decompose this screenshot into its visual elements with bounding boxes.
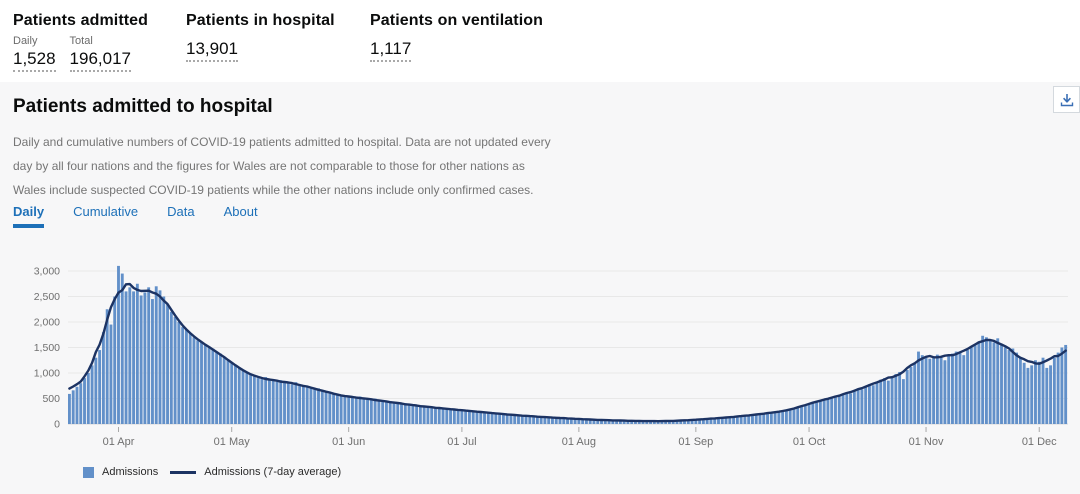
bar-swatch-icon bbox=[83, 466, 94, 478]
svg-text:2,500: 2,500 bbox=[34, 291, 60, 303]
svg-text:01 Dec: 01 Dec bbox=[1022, 436, 1057, 448]
tab-about[interactable]: About bbox=[223, 204, 258, 219]
metric-ventilation: 1,117 bbox=[370, 39, 543, 62]
line-swatch-icon bbox=[170, 470, 197, 474]
admissions-chart[interactable]: 0 500 1,000 1,500 2,000 2,500 3,000 01 Apr 01 Ma… bbox=[0, 246, 1080, 451]
tab-bar: Daily Cumulative Data About bbox=[13, 204, 258, 228]
metric-value: 1,117 bbox=[370, 39, 412, 62]
legend-item-admissions: Admissions bbox=[83, 466, 158, 478]
svg-text:01 Nov: 01 Nov bbox=[909, 436, 944, 448]
stat-title: Patients in hospital bbox=[186, 12, 335, 29]
stat-card-patients-on-ventilation: Patients on ventilation 1,117 bbox=[370, 12, 543, 62]
metric-value: 1,528 bbox=[13, 49, 56, 72]
svg-text:3,000: 3,000 bbox=[34, 266, 60, 278]
summary-stats: Patients admitted Daily 1,528 Total 196,… bbox=[0, 0, 1080, 82]
metric-value: 13,901 bbox=[186, 39, 238, 62]
admissions-panel: Patients admitted to hospital Daily and … bbox=[0, 82, 1080, 494]
stat-card-patients-admitted: Patients admitted Daily 1,528 Total 196,… bbox=[13, 12, 148, 72]
legend-item-7day-average: Admissions (7-day average) bbox=[170, 466, 341, 478]
metric-value: 196,017 bbox=[69, 49, 131, 72]
legend-label: Admissions (7-day average) bbox=[204, 466, 342, 478]
page-title: Patients admitted to hospital bbox=[13, 96, 273, 117]
svg-text:01 Jun: 01 Jun bbox=[332, 436, 365, 448]
svg-text:500: 500 bbox=[42, 393, 60, 405]
admissions-bars bbox=[68, 265, 1068, 425]
tab-daily[interactable]: Daily bbox=[13, 204, 45, 228]
metric-row: Daily 1,528 Total 196,017 bbox=[13, 35, 148, 72]
stat-title: Patients on ventilation bbox=[370, 12, 543, 29]
tab-cumulative[interactable]: Cumulative bbox=[73, 204, 139, 219]
stat-title: Patients admitted bbox=[13, 12, 149, 29]
metric-label: Daily bbox=[13, 35, 38, 47]
svg-text:1,500: 1,500 bbox=[34, 342, 60, 354]
tab-data[interactable]: Data bbox=[167, 204, 195, 219]
seven-day-average-line bbox=[68, 282, 1067, 423]
svg-text:01 Oct: 01 Oct bbox=[793, 436, 825, 448]
metric-daily: Daily 1,528 bbox=[13, 35, 56, 72]
panel-description: Daily and cumulative numbers of COVID-19… bbox=[13, 135, 551, 197]
legend-label: Admissions bbox=[102, 466, 159, 478]
svg-text:1,000: 1,000 bbox=[34, 368, 60, 380]
svg-text:01 Apr: 01 Apr bbox=[103, 436, 135, 448]
svg-text:01 Aug: 01 Aug bbox=[562, 436, 596, 448]
svg-text:01 Jul: 01 Jul bbox=[447, 436, 476, 448]
download-button[interactable] bbox=[1053, 86, 1080, 113]
svg-text:0: 0 bbox=[54, 419, 60, 431]
stat-card-patients-in-hospital: Patients in hospital 13,901 bbox=[186, 12, 335, 62]
metric-total: Total 196,017 bbox=[69, 35, 131, 72]
svg-text:01 Sep: 01 Sep bbox=[678, 436, 713, 448]
metric-in-hospital: 13,901 bbox=[186, 39, 335, 62]
download-icon bbox=[1059, 92, 1075, 108]
axis-labels: 0 500 1,000 1,500 2,000 2,500 3,000 01 Apr 01 Ma… bbox=[34, 266, 1057, 449]
metric-label: Total bbox=[69, 35, 93, 47]
chart-canvas[interactable]: 0 500 1,000 1,500 2,000 2,500 3,000 01 Apr 01 Ma… bbox=[0, 246, 1080, 451]
svg-text:2,000: 2,000 bbox=[34, 317, 60, 329]
svg-text:01 May: 01 May bbox=[214, 436, 251, 448]
chart-legend: Admissions Admissions (7-day average) bbox=[83, 466, 341, 478]
